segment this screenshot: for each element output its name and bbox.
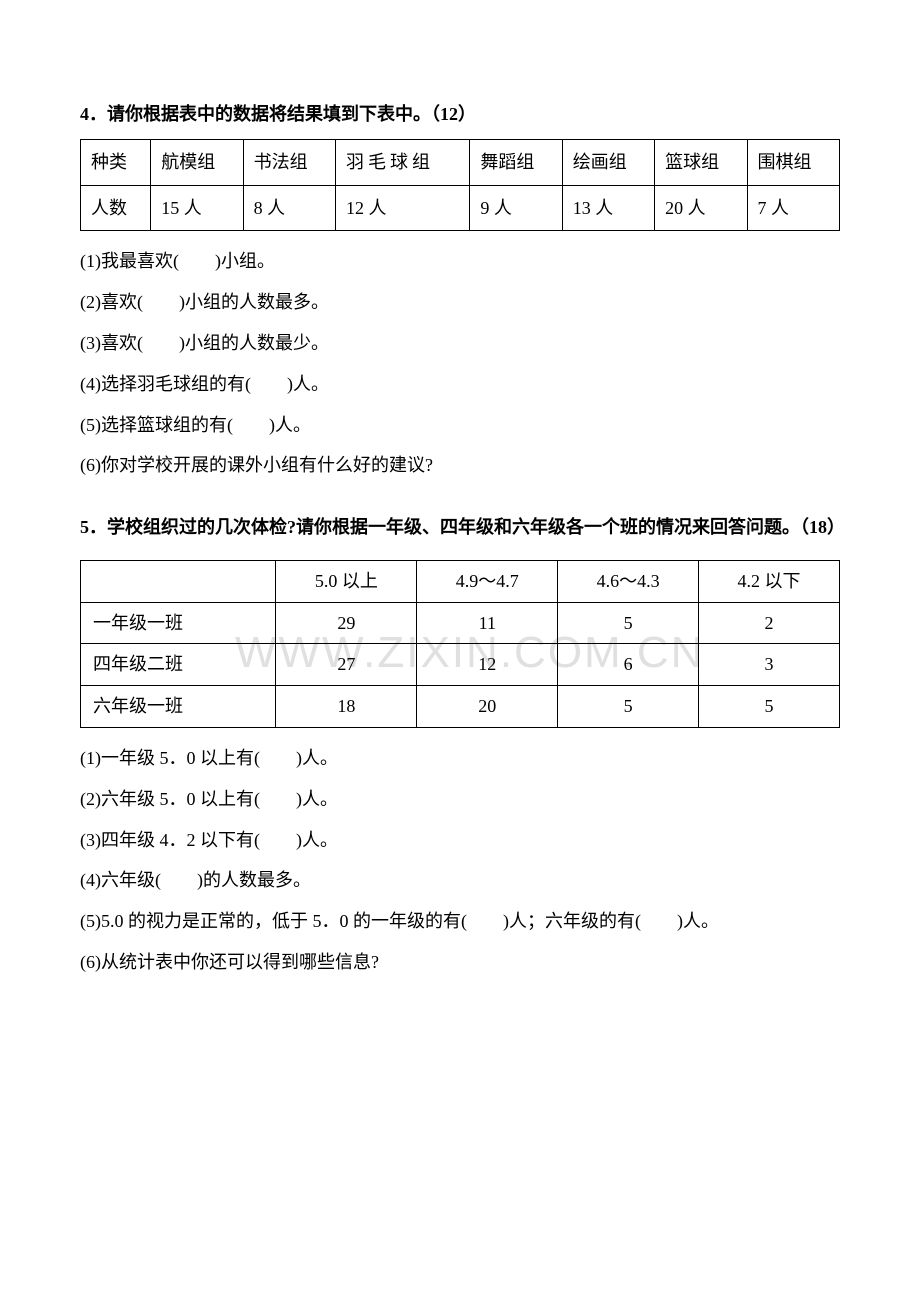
- table-cell: 13 人: [562, 185, 654, 231]
- q5-item-3: (3)四年级 4．2 以下有( )人。: [80, 826, 840, 855]
- q4-heading: 4．请你根据表中的数据将结果填到下表中。（12）: [80, 100, 840, 129]
- table-cell: 9 人: [470, 185, 562, 231]
- q5-heading: 5．学校组织过的几次体检?请你根据一年级、四年级和六年级各一个班的情况来回答问题…: [80, 508, 840, 548]
- table-cell: 6: [558, 644, 699, 686]
- q4-item-5: (5)选择篮球组的有( )人。: [80, 411, 840, 440]
- document-content: 4．请你根据表中的数据将结果填到下表中。（12） 种类 航模组 书法组 羽毛球组…: [80, 100, 840, 977]
- table-cell: 3: [699, 644, 840, 686]
- q5-item-1: (1)一年级 5．0 以上有( )人。: [80, 744, 840, 773]
- table-row: 人数 15 人 8 人 12 人 9 人 13 人 20 人 7 人: [81, 185, 840, 231]
- q4-item-4: (4)选择羽毛球组的有( )人。: [80, 370, 840, 399]
- table-cell: 2: [699, 602, 840, 644]
- table-row: 5.0 以上 4.9～4.7 4.6～4.3 4.2 以下: [81, 560, 840, 602]
- q4-item-3: (3)喜欢( )小组的人数最少。: [80, 329, 840, 358]
- table-cell: 围棋组: [747, 139, 839, 185]
- table-cell: 羽毛球组: [336, 139, 470, 185]
- table-cell: 15 人: [151, 185, 243, 231]
- table-cell: 一年级一班: [81, 602, 276, 644]
- table-cell: 20: [417, 686, 558, 728]
- q5-item-4: (4)六年级( )的人数最多。: [80, 866, 840, 895]
- q5-item-2: (2)六年级 5．0 以上有( )人。: [80, 785, 840, 814]
- table-cell: 12 人: [336, 185, 470, 231]
- table-cell: 4.9～4.7: [417, 560, 558, 602]
- table-row: 种类 航模组 书法组 羽毛球组 舞蹈组 绘画组 篮球组 围棋组: [81, 139, 840, 185]
- table-cell: 人数: [81, 185, 151, 231]
- q5-item-6: (6)从统计表中你还可以得到哪些信息?: [80, 948, 840, 977]
- table-cell: 航模组: [151, 139, 243, 185]
- table-cell: 7 人: [747, 185, 839, 231]
- table-cell: 书法组: [243, 139, 335, 185]
- q5-item-5: (5)5.0 的视力是正常的，低于 5．0 的一年级的有( )人；六年级的有( …: [80, 907, 840, 936]
- table-cell: 5: [558, 602, 699, 644]
- table-cell: 12: [417, 644, 558, 686]
- table-cell: 4.2 以下: [699, 560, 840, 602]
- table-cell: 篮球组: [655, 139, 747, 185]
- table-cell: 四年级二班: [81, 644, 276, 686]
- table-row: 四年级二班 27 12 6 3: [81, 644, 840, 686]
- table-cell: 8 人: [243, 185, 335, 231]
- table-cell: 11: [417, 602, 558, 644]
- q4-item-2: (2)喜欢( )小组的人数最多。: [80, 288, 840, 317]
- table-cell: 18: [276, 686, 417, 728]
- table-cell: 种类: [81, 139, 151, 185]
- table-cell: 5: [558, 686, 699, 728]
- q4-table: 种类 航模组 书法组 羽毛球组 舞蹈组 绘画组 篮球组 围棋组 人数 15 人 …: [80, 139, 840, 232]
- table-row: 六年级一班 18 20 5 5: [81, 686, 840, 728]
- table-cell: 绘画组: [562, 139, 654, 185]
- table-cell: 29: [276, 602, 417, 644]
- table-cell: 5: [699, 686, 840, 728]
- table-row: 一年级一班 29 11 5 2: [81, 602, 840, 644]
- q5-table: 5.0 以上 4.9～4.7 4.6～4.3 4.2 以下 一年级一班 29 1…: [80, 560, 840, 728]
- table-cell: [81, 560, 276, 602]
- table-cell: 5.0 以上: [276, 560, 417, 602]
- table-cell: 舞蹈组: [470, 139, 562, 185]
- q4-item-1: (1)我最喜欢( )小组。: [80, 247, 840, 276]
- table-cell: 27: [276, 644, 417, 686]
- q4-item-6: (6)你对学校开展的课外小组有什么好的建议?: [80, 451, 840, 480]
- table-cell: 20 人: [655, 185, 747, 231]
- table-cell: 六年级一班: [81, 686, 276, 728]
- table-cell: 4.6～4.3: [558, 560, 699, 602]
